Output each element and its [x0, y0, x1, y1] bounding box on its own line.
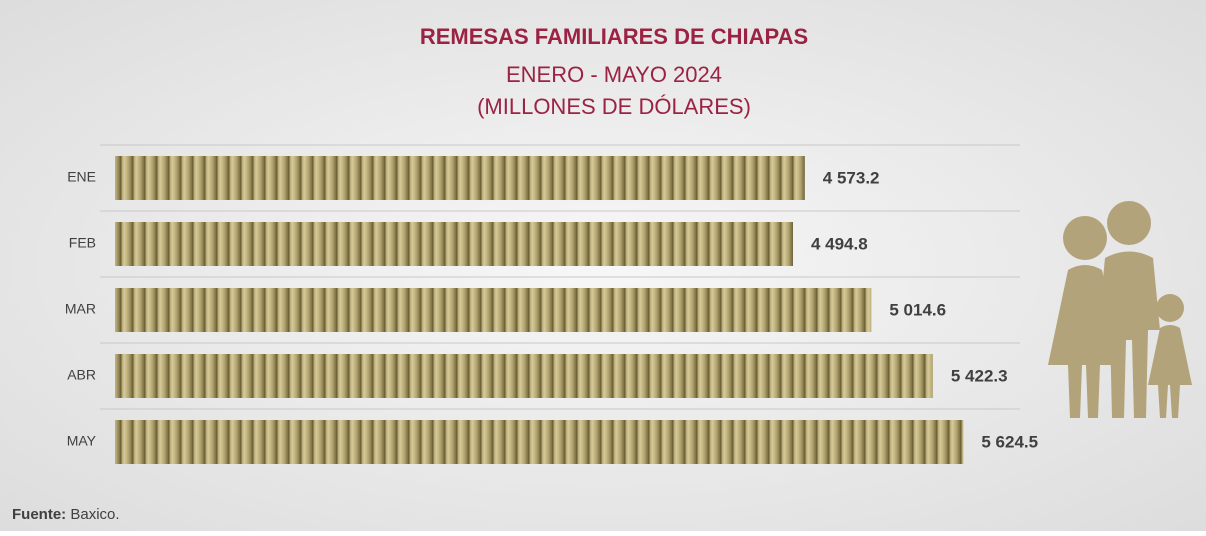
bar — [115, 288, 872, 332]
y-tick-label: ABR — [67, 367, 96, 383]
source-label: Fuente: — [12, 506, 66, 523]
chart-subtitle: (MILLONES DE DÓLARES) — [477, 94, 751, 119]
data-label: 5 624.5 — [981, 432, 1038, 451]
family-icon — [1048, 201, 1192, 418]
bar — [115, 354, 933, 398]
chart-subtitle: ENERO - MAYO 2024 — [506, 62, 722, 87]
source-text: Baxico. — [70, 506, 119, 523]
data-label: 5 422.3 — [951, 366, 1008, 385]
bar — [115, 156, 805, 200]
source: Fuente: Baxico. — [12, 506, 120, 523]
y-tick-label: ENE — [67, 169, 96, 185]
y-tick-label: FEB — [69, 235, 96, 251]
data-label: 4 573.2 — [823, 168, 880, 187]
y-tick-label: MAY — [67, 433, 97, 449]
chart-title: REMESAS FAMILIARES DE CHIAPAS — [420, 24, 808, 49]
bar — [115, 222, 793, 266]
y-tick-label: MAR — [65, 301, 96, 317]
data-label: 5 014.6 — [889, 300, 946, 319]
bar — [115, 420, 964, 464]
data-label: 4 494.8 — [811, 234, 868, 253]
